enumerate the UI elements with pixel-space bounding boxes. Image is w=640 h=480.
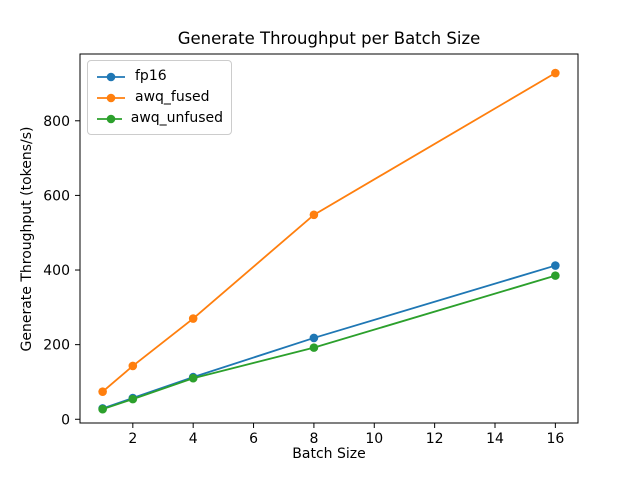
x-tick-label: 8 [309, 431, 318, 447]
x-axis-label: Batch Size [292, 446, 366, 462]
series-marker-fp16 [551, 261, 560, 270]
x-tick-label: 14 [486, 431, 504, 447]
line-marker-icon [97, 72, 125, 81]
x-tick-label: 16 [546, 431, 564, 447]
series-marker-awq_fused [309, 210, 319, 220]
series-marker-awq_fused [128, 361, 138, 371]
series-marker-fp16 [309, 333, 319, 343]
legend-entry-fp16: fp16 [96, 66, 223, 87]
y-tick-label: 200 [43, 338, 70, 354]
x-tick-label: 6 [249, 431, 258, 447]
series-marker-awq_fused [551, 68, 560, 78]
series-marker-awq_unfused [98, 404, 107, 414]
series-marker-awq_unfused [551, 271, 560, 280]
x-tick-label: 4 [189, 431, 198, 447]
legend-label: awq_unfused [130, 110, 223, 126]
legend-entry-awq-fused: awq_fused [96, 87, 223, 108]
series-marker-awq_unfused [128, 394, 138, 404]
series-line-awq_unfused [102, 274, 556, 411]
legend-label: awq_fused [135, 89, 210, 105]
legend-label: fp16 [135, 68, 167, 84]
chart-title: Generate Throughput per Batch Size [177, 29, 481, 48]
series-marker-awq_unfused [188, 373, 198, 383]
line-marker-icon [97, 114, 122, 123]
y-tick-label: 800 [43, 114, 70, 130]
x-tick-label: 12 [426, 431, 444, 447]
line-marker-icon [97, 93, 125, 102]
y-tick-label: 600 [43, 188, 70, 204]
legend: fp16 awq_fused awq_unfused [87, 60, 232, 135]
series-marker-awq_unfused [309, 343, 319, 352]
series-marker-awq_fused [98, 387, 107, 396]
series-marker-awq_fused [188, 314, 198, 323]
y-tick-label: 0 [61, 412, 70, 428]
x-tick-label: 2 [128, 431, 137, 447]
y-tick-label: 400 [43, 263, 70, 279]
legend-entry-awq-unfused: awq_unfused [96, 108, 223, 129]
plot-frame [79, 53, 579, 424]
x-tick-label: 10 [365, 431, 383, 447]
